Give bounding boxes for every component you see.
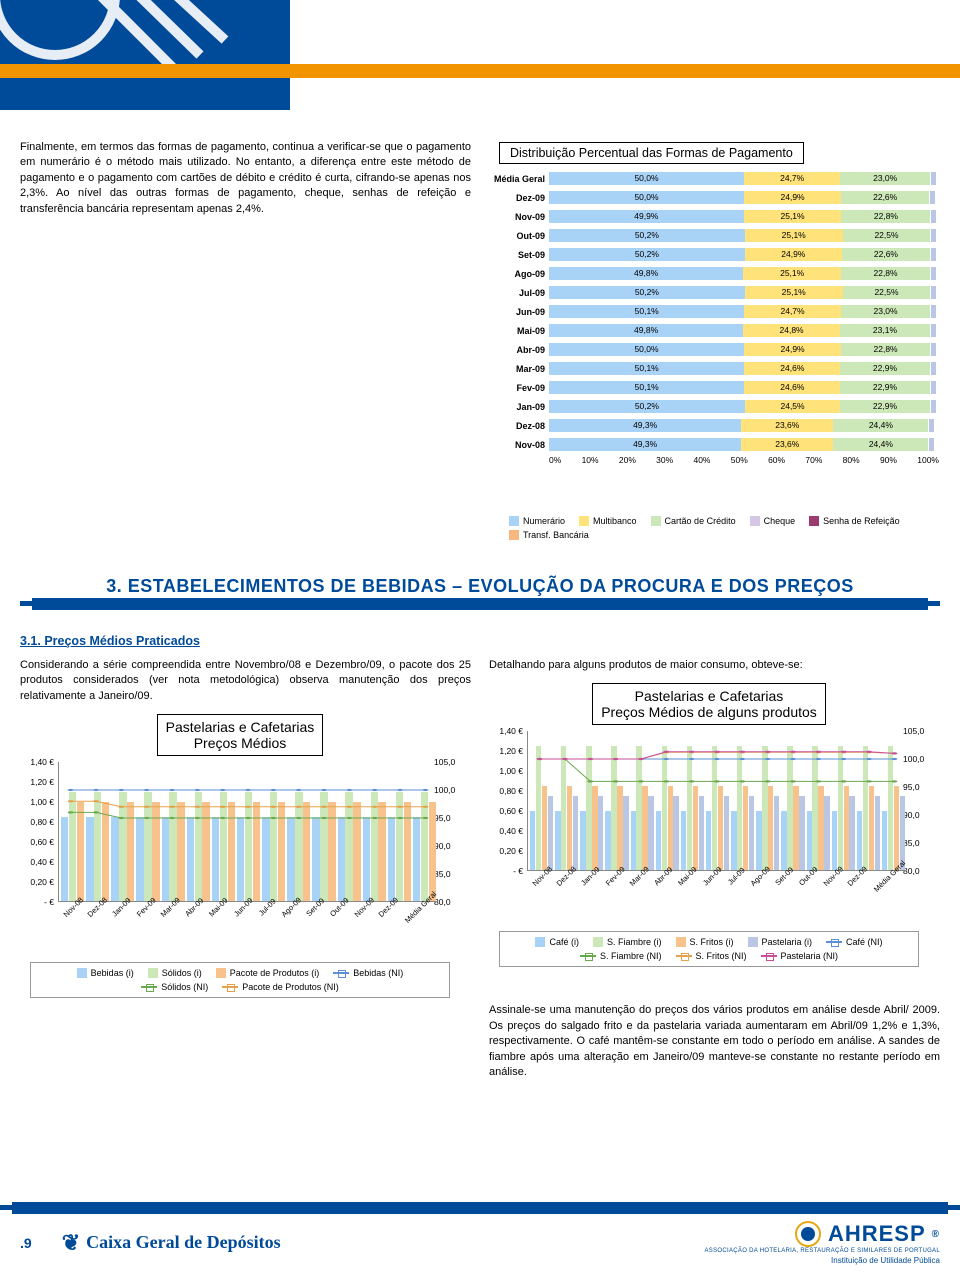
header-orange-bar bbox=[0, 64, 960, 78]
hbar-ylabel: Ago-09 bbox=[489, 269, 549, 279]
hbar-ylabel: Jul-09 bbox=[489, 288, 549, 298]
legend-item: Cheque bbox=[750, 516, 796, 526]
hbar-row: Nov-0849,3%23,6%24,4% bbox=[489, 436, 939, 453]
chart-precos-medios: Pastelarias e CafetariasPreços Médios1,4… bbox=[20, 714, 460, 998]
hbar-chart-title: Distribuição Percentual das Formas de Pa… bbox=[499, 142, 804, 164]
left-paragraph: Considerando a série compreendida entre … bbox=[20, 658, 471, 704]
hbar-legend: Numerário Multibanco Cartão de Crédito Cheq… bbox=[509, 516, 940, 540]
section-heading: 3. ESTABELECIMENTOS DE BEBIDAS – EVOLUÇÃ… bbox=[20, 576, 940, 597]
ahresp-emblem-icon bbox=[794, 1220, 822, 1248]
hbar-ylabel: Out-09 bbox=[489, 231, 549, 241]
hbar-ylabel: Abr-09 bbox=[489, 345, 549, 355]
ahresp-utility: Instituição de Utilidade Pública bbox=[705, 1256, 941, 1265]
hbar-ylabel: Mai-09 bbox=[489, 326, 549, 336]
section-band bbox=[20, 601, 940, 606]
hbar-row: Jan-0950,2%24,5%22,9% bbox=[489, 398, 939, 415]
hbar-row: Nov-0949,9%25,1%22,8% bbox=[489, 208, 939, 225]
cgd-logo: ❦ Caixa Geral de Depósitos bbox=[62, 1230, 281, 1256]
chart-legend: Café (i)S. Fiambre (i)S. Fritos (i)Paste… bbox=[499, 931, 919, 967]
hbar-row: Jul-0950,2%25,1%22,5% bbox=[489, 284, 939, 301]
hbar-ylabel: Jan-09 bbox=[489, 402, 549, 412]
hbar-row: Out-0950,2%25,1%22,5% bbox=[489, 227, 939, 244]
hbar-row: Dez-0950,0%24,9%22,6% bbox=[489, 189, 939, 206]
hbar-ylabel: Fev-09 bbox=[489, 383, 549, 393]
hbar-ylabel: Nov-09 bbox=[489, 212, 549, 222]
header-graphic bbox=[0, 0, 290, 110]
hbar-chart: Média Geral50,0%24,7%23,0% Dez-0950,0%24,… bbox=[489, 170, 939, 510]
intro-paragraph: Finalmente, em termos das formas de paga… bbox=[20, 140, 471, 217]
legend-item: Multibanco bbox=[579, 516, 637, 526]
hbar-row: Ago-0949,8%25,1%22,8% bbox=[489, 265, 939, 282]
legend-item: Numerário bbox=[509, 516, 565, 526]
hbar-ylabel: Média Geral bbox=[489, 174, 549, 184]
footer: .9 ❦ Caixa Geral de Depósitos AHRESP® AS… bbox=[0, 1205, 960, 1273]
chart-legend: Bebidas (i)Sólidos (i)Pacote de Produtos… bbox=[30, 962, 450, 998]
cgd-icon: ❦ bbox=[62, 1230, 80, 1256]
hbar-row: Mar-0950,1%24,6%22,9% bbox=[489, 360, 939, 377]
legend-item: Cartão de Crédito bbox=[651, 516, 736, 526]
hbar-row: Fev-0950,1%24,6%22,9% bbox=[489, 379, 939, 396]
hbar-row: Abr-0950,0%24,9%22,8% bbox=[489, 341, 939, 358]
hbar-ylabel: Mar-09 bbox=[489, 364, 549, 374]
chart-title: Pastelarias e CafetariasPreços Médios de… bbox=[592, 683, 826, 725]
hbar-ylabel: Nov-08 bbox=[489, 440, 549, 450]
ahresp-logo: AHRESP® ASSOCIAÇÃO DA HOTELARIA, RESTAUR… bbox=[705, 1220, 941, 1265]
ahresp-subtitle: ASSOCIAÇÃO DA HOTELARIA, RESTAURAÇÃO E S… bbox=[705, 1248, 941, 1254]
hbar-row: Set-0950,2%24,9%22,6% bbox=[489, 246, 939, 263]
chart-precos-produtos: Pastelarias e CafetariasPreços Médios de… bbox=[489, 683, 929, 967]
hbar-row: Mai-0949,8%24,8%23,1% bbox=[489, 322, 939, 339]
hbar-ylabel: Set-09 bbox=[489, 250, 549, 260]
page-number: .9 bbox=[20, 1235, 32, 1251]
hbar-ylabel: Dez-08 bbox=[489, 421, 549, 431]
hbar-row: Média Geral50,0%24,7%23,0% bbox=[489, 170, 939, 187]
hbar-row: Jun-0950,1%24,7%23,0% bbox=[489, 303, 939, 320]
chart-title: Pastelarias e CafetariasPreços Médios bbox=[157, 714, 324, 756]
ahresp-text: AHRESP bbox=[828, 1221, 926, 1247]
subsection-heading: 3.1. Preços Médios Praticados bbox=[20, 634, 940, 648]
hbar-ylabel: Jun-09 bbox=[489, 307, 549, 317]
hbar-row: Dez-0849,3%23,6%24,4% bbox=[489, 417, 939, 434]
right-paragraph-1: Detalhando para alguns produtos de maior… bbox=[489, 658, 940, 673]
legend-item: Senha de Refeição bbox=[809, 516, 900, 526]
hbar-ylabel: Dez-09 bbox=[489, 193, 549, 203]
legend-item: Transf. Bancária bbox=[509, 530, 589, 540]
right-paragraph-2: Assinale-se uma manutenção do preços dos… bbox=[489, 1003, 940, 1080]
cgd-text: Caixa Geral de Depósitos bbox=[86, 1232, 280, 1253]
